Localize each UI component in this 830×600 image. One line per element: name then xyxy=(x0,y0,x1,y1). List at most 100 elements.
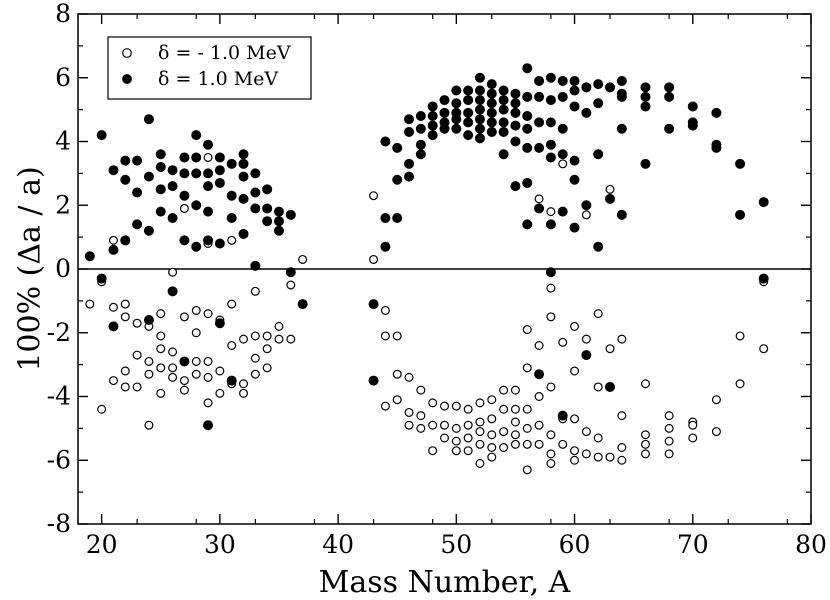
data-point-open xyxy=(510,404,520,414)
data-points-layer xyxy=(84,63,769,475)
data-point-filled xyxy=(486,117,497,128)
data-point-open xyxy=(369,191,379,201)
data-point-open xyxy=(558,159,568,169)
data-point-filled xyxy=(557,149,568,160)
data-point-open xyxy=(510,385,520,395)
data-point-filled xyxy=(463,85,474,96)
data-point-filled xyxy=(250,203,261,214)
data-point-open xyxy=(191,328,201,338)
data-point-filled xyxy=(581,200,592,211)
data-point-filled xyxy=(167,286,178,297)
data-point-open xyxy=(593,433,603,443)
data-point-filled xyxy=(404,158,415,169)
y-tick-label: 0 xyxy=(55,254,71,283)
legend-marker-open-circle xyxy=(122,48,132,58)
data-point-filled xyxy=(451,114,462,125)
data-point-filled xyxy=(167,165,178,176)
data-point-open xyxy=(203,152,213,162)
data-point-open xyxy=(546,312,556,322)
data-point-filled xyxy=(498,117,509,128)
data-point-filled xyxy=(427,101,438,112)
data-point-filled xyxy=(498,85,509,96)
data-point-filled xyxy=(486,107,497,118)
data-point-open xyxy=(570,414,580,424)
data-point-open xyxy=(617,443,627,453)
data-point-open xyxy=(735,331,745,341)
data-point-filled xyxy=(120,235,131,246)
data-point-open xyxy=(156,363,166,373)
data-point-open xyxy=(522,439,532,449)
data-point-open xyxy=(250,353,260,363)
data-point-filled xyxy=(474,85,485,96)
data-point-filled xyxy=(557,91,568,102)
data-point-filled xyxy=(179,168,190,179)
data-point-open xyxy=(227,341,237,351)
data-point-filled xyxy=(191,241,202,252)
data-point-open xyxy=(392,331,402,341)
data-point-filled xyxy=(155,184,166,195)
data-point-open xyxy=(487,452,497,462)
data-point-open xyxy=(605,344,615,354)
data-point-filled xyxy=(474,123,485,134)
data-point-open xyxy=(227,299,237,309)
data-point-open xyxy=(451,446,461,456)
y-tick-label: -4 xyxy=(47,382,71,411)
data-point-filled xyxy=(640,82,651,93)
data-point-open xyxy=(440,433,450,443)
data-point-open xyxy=(191,305,201,315)
data-point-filled xyxy=(486,88,497,99)
data-point-filled xyxy=(203,206,214,217)
y-tick-label: -6 xyxy=(47,445,71,474)
data-point-open xyxy=(239,388,249,398)
data-point-filled xyxy=(569,75,580,86)
data-point-filled xyxy=(498,95,509,106)
data-point-filled xyxy=(522,91,533,102)
data-point-filled xyxy=(143,171,154,182)
data-point-open xyxy=(132,382,142,392)
data-point-filled xyxy=(581,82,592,93)
data-point-open xyxy=(451,423,461,433)
data-point-filled xyxy=(616,91,627,102)
axis-ticks-layer: 20 30 40 50 60 70 80 -8 -6 -4 -2 0 2 4 6 8 xyxy=(47,0,827,559)
data-point-filled xyxy=(427,110,438,121)
data-point-filled xyxy=(510,107,521,118)
data-point-filled xyxy=(392,142,403,153)
data-point-open xyxy=(428,446,438,456)
data-point-filled xyxy=(203,168,214,179)
data-point-filled xyxy=(179,356,190,367)
data-point-open xyxy=(664,449,674,459)
data-point-filled xyxy=(143,315,154,326)
data-point-open xyxy=(534,392,544,402)
data-point-open xyxy=(203,309,213,319)
legend-label-delta-plus: δ = 1.0 MeV xyxy=(158,68,278,90)
legend-label-delta-minus: δ = - 1.0 MeV xyxy=(158,42,291,64)
data-point-open xyxy=(451,401,461,411)
data-point-open xyxy=(156,344,166,354)
data-point-open xyxy=(487,414,497,424)
x-tick-label: 40 xyxy=(322,530,354,559)
data-point-filled xyxy=(108,321,119,332)
data-point-filled xyxy=(616,209,627,220)
data-point-open xyxy=(416,423,426,433)
data-point-filled xyxy=(143,225,154,236)
data-point-open xyxy=(522,363,532,373)
data-point-filled xyxy=(522,63,533,74)
data-point-open xyxy=(546,449,556,459)
data-point-open xyxy=(593,452,603,462)
data-point-open xyxy=(132,350,142,360)
data-point-filled xyxy=(545,139,556,150)
data-point-filled xyxy=(285,267,296,278)
data-point-filled xyxy=(735,209,746,220)
data-point-open xyxy=(546,207,556,217)
data-point-filled xyxy=(451,85,462,96)
data-point-filled xyxy=(250,168,261,179)
data-point-open xyxy=(617,455,627,465)
legend-box xyxy=(107,36,312,100)
data-point-filled xyxy=(510,98,521,109)
data-point-open xyxy=(179,376,189,386)
data-point-open xyxy=(534,341,544,351)
data-point-open xyxy=(463,433,473,443)
data-point-filled xyxy=(214,238,225,249)
data-point-filled xyxy=(545,152,556,163)
data-point-open xyxy=(416,385,426,395)
